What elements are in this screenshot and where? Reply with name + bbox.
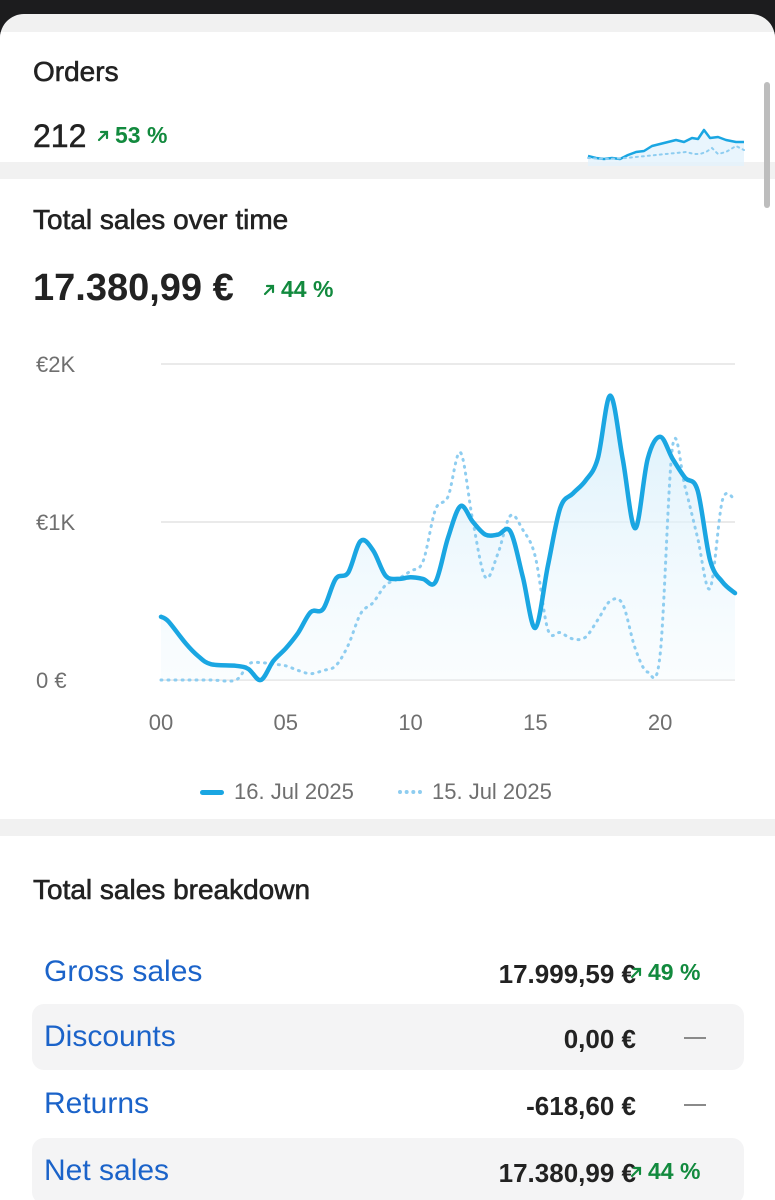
chart-legend: 16. Jul 2025 15. Jul 2025 xyxy=(0,779,775,809)
dash-icon xyxy=(684,1037,706,1039)
arrow-up-right-icon xyxy=(97,130,109,141)
breakdown-row-discounts[interactable]: Discounts 0,00 € xyxy=(32,1004,744,1070)
gross-sales-trend-value: 49 % xyxy=(648,959,701,985)
breakdown-row-returns[interactable]: Returns -618,60 € xyxy=(32,1071,744,1137)
returns-link[interactable]: Returns xyxy=(44,1087,150,1120)
series-line-current[interactable] xyxy=(158,393,738,683)
x-tick-label: 05 xyxy=(274,710,298,735)
breakdown-row-gross-sales[interactable]: Gross sales 17.999,59 € 49 % xyxy=(32,939,744,1005)
x-tick-label: 10 xyxy=(398,710,422,735)
orders-trend: 53 % xyxy=(97,122,167,149)
orders-card[interactable]: Orders 212 53 % xyxy=(0,32,775,166)
dash-icon xyxy=(684,1104,706,1106)
arrow-up-right-icon xyxy=(263,284,275,295)
legend-item-previous[interactable]: 15. Jul 2025 xyxy=(398,779,552,805)
sales-line-chart[interactable]: €2K €1K 0 € 00 05 10 15 20 xyxy=(0,339,775,739)
sales-breakdown-card: Total sales breakdown Gross sales 17.999… xyxy=(0,836,775,1200)
legend-current-label: 16. Jul 2025 xyxy=(234,779,354,804)
gross-sales-link[interactable]: Gross sales xyxy=(44,955,203,988)
x-tick-label: 15 xyxy=(523,710,547,735)
x-tick-label: 20 xyxy=(648,710,672,735)
net-sales-link[interactable]: Net sales xyxy=(44,1154,170,1187)
legend-previous-label: 15. Jul 2025 xyxy=(432,779,552,804)
returns-value: -618,60 € xyxy=(526,1091,636,1121)
scrollbar[interactable] xyxy=(764,82,770,208)
analytics-sheet: Orders 212 53 % Total sales over time 17… xyxy=(0,14,775,1200)
discounts-link[interactable]: Discounts xyxy=(44,1020,176,1053)
gross-sales-value: 17.999,59 € xyxy=(498,959,636,989)
gross-sales-trend: 49 % xyxy=(630,959,700,986)
breakdown-row-net-sales[interactable]: Net sales 17.380,99 € 44 % xyxy=(32,1138,744,1200)
sales-over-time-card[interactable]: Total sales over time 17.380,99 € 44 % €… xyxy=(0,179,775,819)
net-sales-trend: 44 % xyxy=(630,1158,700,1185)
sales-trend-value: 44 % xyxy=(281,276,334,302)
orders-title: Orders xyxy=(33,56,119,88)
arrow-up-right-icon xyxy=(630,1166,642,1177)
y-tick-label: 0 € xyxy=(36,668,67,693)
sales-value: 17.380,99 € xyxy=(33,267,234,309)
orders-trend-value: 53 % xyxy=(115,122,168,148)
sales-trend: 44 % xyxy=(263,276,333,303)
sales-title: Total sales over time xyxy=(33,204,289,236)
legend-solid-swatch xyxy=(200,789,224,795)
x-tick-label: 00 xyxy=(149,710,173,735)
net-sales-value: 17.380,99 € xyxy=(498,1158,636,1188)
arrow-up-right-icon xyxy=(630,967,642,978)
breakdown-title: Total sales breakdown xyxy=(33,874,311,906)
y-tick-label: €1K xyxy=(36,510,75,535)
y-tick-label: €2K xyxy=(36,352,75,377)
orders-value: 212 xyxy=(33,118,87,155)
orders-sparkline xyxy=(587,128,745,166)
legend-dotted-swatch xyxy=(398,790,422,794)
discounts-value: 0,00 € xyxy=(563,1024,636,1054)
net-sales-trend-value: 44 % xyxy=(648,1158,701,1184)
legend-item-current[interactable]: 16. Jul 2025 xyxy=(200,779,354,805)
